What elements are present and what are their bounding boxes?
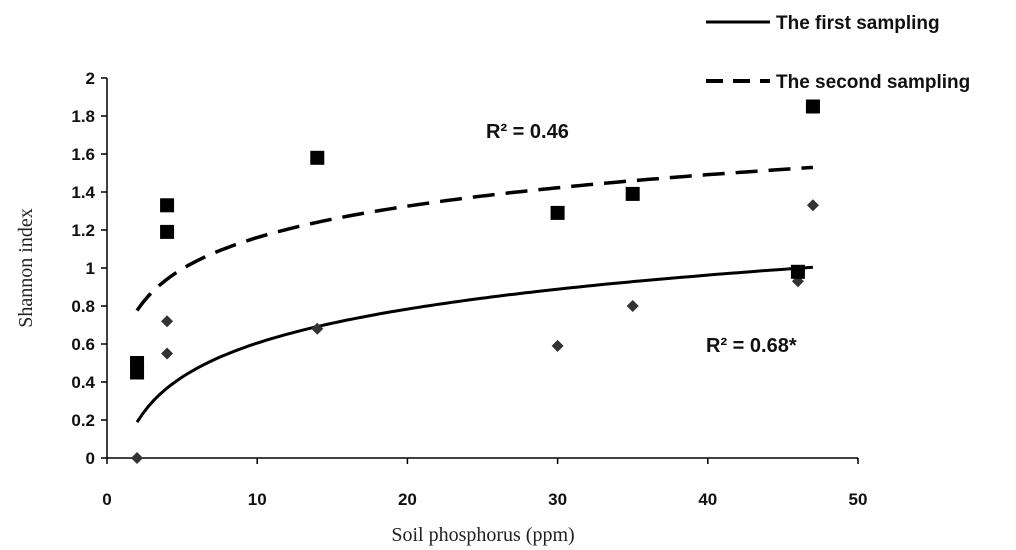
- y-tick-label: 0.4: [71, 373, 95, 392]
- y-axis-ticks: 0 0.2 0.4 0.6 0.8 1 1.2 1.4 1.6 1.8 2: [71, 69, 107, 468]
- marker-second-sampling: [790, 264, 805, 279]
- y-tick-label: 0.2: [71, 411, 95, 430]
- marker-first-sampling: [161, 315, 174, 328]
- plot-area: 0 0.2 0.4 0.6 0.8 1 1.2 1.4 1.6 1.8 2 0 10 20 30 40 50: [71, 69, 867, 509]
- marker-first-sampling: [311, 322, 324, 335]
- marker-second-sampling: [310, 150, 325, 165]
- x-tick-label: 20: [398, 490, 417, 509]
- data-markers: [130, 99, 820, 464]
- marker-second-sampling: [160, 224, 175, 239]
- marker-first-sampling: [626, 300, 639, 312]
- x-tick-label: 10: [248, 490, 267, 509]
- legend-label-second-sampling: The second sampling: [776, 72, 970, 93]
- y-tick-label: 1.6: [71, 145, 95, 164]
- y-tick-label: 0: [86, 449, 95, 468]
- marker-first-sampling: [131, 452, 144, 464]
- marker-second-sampling: [805, 99, 820, 114]
- x-tick-label: 50: [849, 490, 868, 509]
- y-tick-label: 2: [86, 69, 95, 88]
- x-tick-label: 0: [102, 490, 111, 509]
- trendline-second-sampling: [135, 165, 814, 312]
- marker-second-sampling: [160, 198, 175, 213]
- y-tick-label: 1.4: [71, 183, 95, 202]
- y-tick-label: 1: [86, 259, 95, 278]
- y-tick-label: 1.2: [71, 221, 95, 240]
- trendline-first-sampling: [135, 265, 814, 423]
- x-tick-label: 40: [698, 490, 717, 509]
- x-axis-title: Soil phosphorus (ppm): [391, 524, 574, 546]
- r-squared-second-sampling: R² = 0.46: [486, 121, 569, 143]
- y-tick-label: 0.6: [71, 335, 95, 354]
- y-axis-title: Shannon index: [15, 208, 37, 327]
- legend: The first sampling The second sampling: [706, 13, 970, 93]
- marker-second-sampling: [130, 356, 145, 370]
- legend-label-first-sampling: The first sampling: [776, 13, 940, 34]
- marker-first-sampling: [161, 347, 174, 360]
- marker-first-sampling: [551, 339, 564, 352]
- marker-second-sampling: [625, 186, 640, 201]
- marker-second-sampling: [550, 205, 565, 220]
- y-tick-label: 1.8: [71, 107, 95, 126]
- trendlines: [135, 165, 814, 423]
- marker-first-sampling: [806, 199, 819, 212]
- x-axis-ticks: 0 10 20 30 40 50: [102, 458, 867, 509]
- r-squared-first-sampling: R² = 0.68*: [706, 335, 797, 357]
- x-tick-label: 30: [548, 490, 567, 509]
- y-tick-label: 0.8: [71, 297, 95, 316]
